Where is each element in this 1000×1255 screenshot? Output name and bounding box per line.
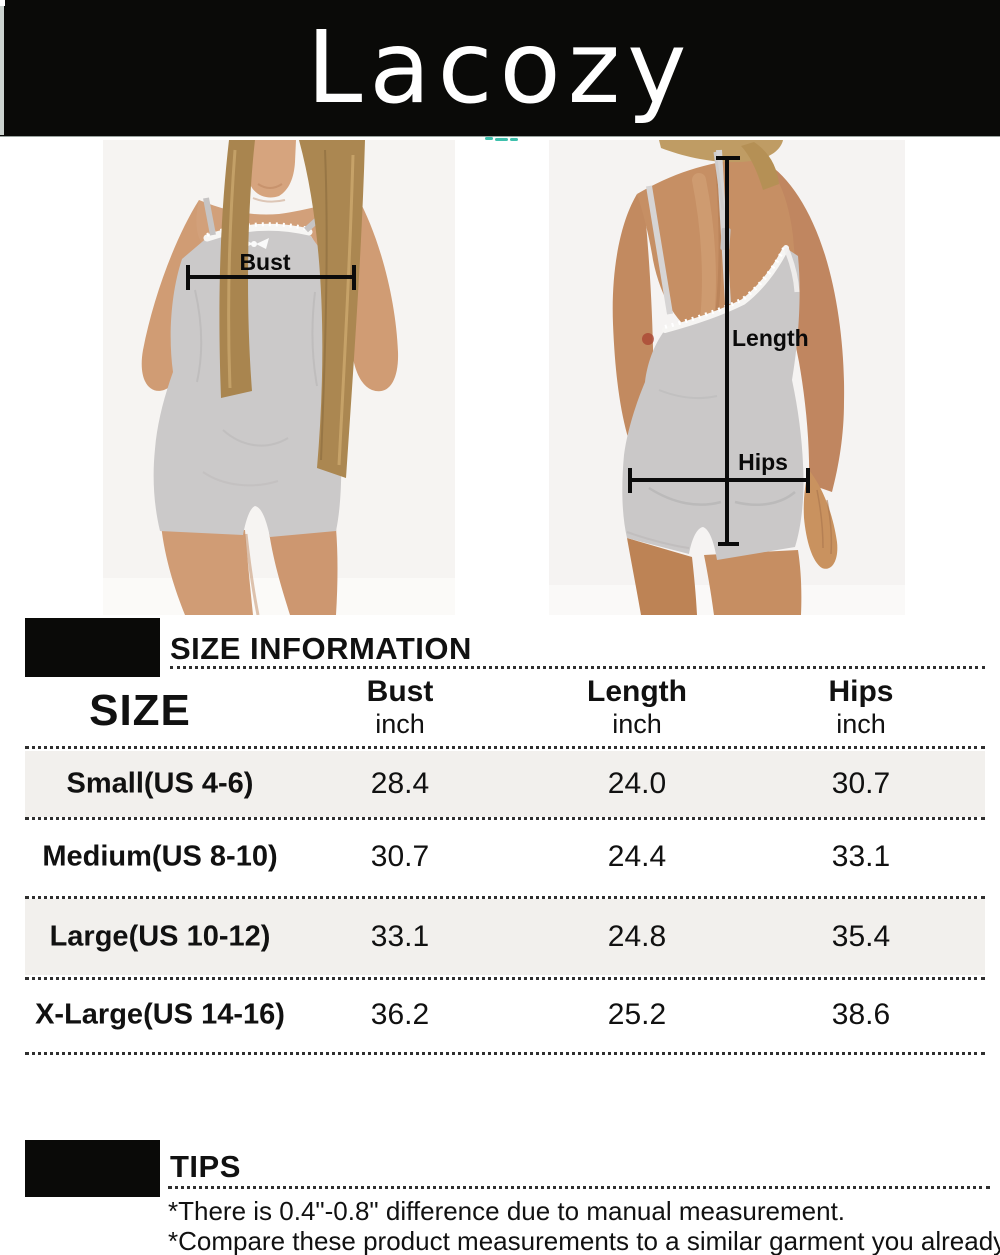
col-header-unit: inch bbox=[612, 709, 662, 739]
table-row-small: Small(US 4-6) 28.4 24.0 30.7 bbox=[25, 751, 985, 817]
tips-section-black-block bbox=[25, 1140, 160, 1197]
front-model-illustration: Bust bbox=[103, 140, 455, 615]
dotted-divider bbox=[25, 977, 985, 980]
front-view-photo: Bust bbox=[103, 140, 455, 615]
table-row-medium: Medium(US 8-10) 30.7 24.4 33.1 bbox=[25, 820, 985, 894]
table-row-xlarge: X-Large(US 14-16) 36.2 25.2 38.6 bbox=[25, 979, 985, 1051]
length-value: 24.8 bbox=[607, 920, 667, 953]
size-name: Small(US 4-6) bbox=[66, 767, 254, 800]
size-section-black-block bbox=[25, 618, 160, 677]
length-value: 24.0 bbox=[607, 767, 667, 800]
col-header-unit: inch bbox=[375, 709, 425, 739]
dotted-divider bbox=[168, 1186, 990, 1189]
hips-value: 35.4 bbox=[831, 920, 891, 953]
size-name: X-Large(US 14-16) bbox=[35, 998, 285, 1031]
hips-label: Hips bbox=[738, 449, 788, 475]
length-label: Length bbox=[732, 325, 809, 351]
banner-corner-artifact bbox=[0, 0, 5, 6]
dotted-divider bbox=[25, 817, 985, 820]
back-model-illustration: Length Hips bbox=[549, 140, 905, 615]
bust-value: 28.4 bbox=[370, 767, 430, 800]
brand-banner: Lacozy bbox=[0, 0, 1000, 137]
hips-value: 33.1 bbox=[831, 840, 891, 873]
table-corner-header: SIZE bbox=[89, 686, 191, 735]
table-row-large: Large(US 10-12) 33.1 24.8 35.4 bbox=[25, 899, 985, 975]
tips-section-title: TIPS bbox=[170, 1149, 241, 1184]
col-header-bust: Bust inch bbox=[300, 675, 500, 739]
size-name: Large(US 10-12) bbox=[49, 920, 271, 953]
col-header-length: Length inch bbox=[537, 675, 737, 739]
size-section-title: SIZE INFORMATION bbox=[170, 631, 472, 666]
col-header-unit: inch bbox=[836, 709, 886, 739]
arm-tattoo bbox=[642, 333, 654, 345]
bust-value: 30.7 bbox=[370, 840, 430, 873]
dotted-divider bbox=[25, 1052, 985, 1055]
teal-mark bbox=[485, 137, 493, 140]
banner-edge-artifact bbox=[0, 6, 4, 135]
col-header-label: Hips bbox=[828, 675, 894, 708]
bust-value: 33.1 bbox=[370, 920, 430, 953]
teal-mark bbox=[495, 138, 508, 141]
tip-note: *Compare these product measurements to a… bbox=[168, 1226, 1000, 1255]
tip-note: *There is 0.4"-0.8" difference due to ma… bbox=[168, 1196, 846, 1226]
brand-logo: Lacozy bbox=[306, 9, 694, 126]
size-name: Medium(US 8-10) bbox=[42, 840, 278, 873]
hips-value: 30.7 bbox=[831, 767, 891, 800]
teal-mark bbox=[510, 138, 518, 141]
lace-trim bbox=[203, 223, 313, 242]
bust-label: Bust bbox=[239, 249, 290, 275]
length-value: 24.4 bbox=[607, 840, 667, 873]
col-header-label: Bust bbox=[366, 675, 434, 708]
col-header-label: Length bbox=[587, 675, 687, 708]
back-view-photo: Length Hips bbox=[548, 140, 906, 615]
bust-measure-line: Bust bbox=[186, 249, 356, 290]
hips-measure-line: Hips bbox=[628, 449, 810, 493]
length-value: 25.2 bbox=[607, 998, 667, 1031]
dotted-divider bbox=[25, 746, 985, 749]
hips-value: 38.6 bbox=[831, 998, 891, 1031]
dotted-divider bbox=[25, 896, 985, 899]
bust-value: 36.2 bbox=[370, 998, 430, 1031]
dotted-divider bbox=[170, 666, 985, 669]
col-header-hips: Hips inch bbox=[761, 675, 961, 739]
